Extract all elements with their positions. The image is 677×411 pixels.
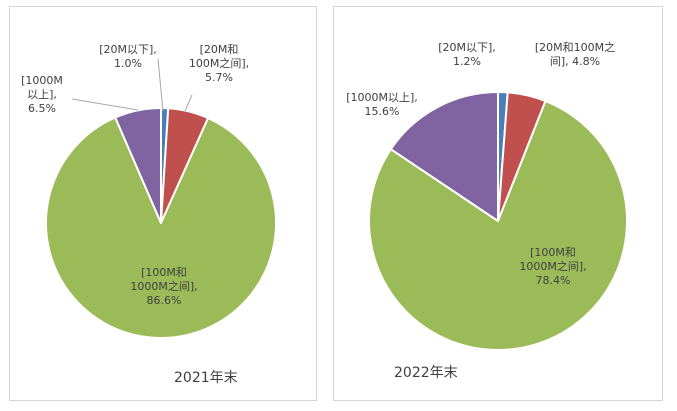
data-label-2022-2: [100M和 1000M之间], 78.4% — [519, 246, 586, 287]
leader-line-2021-3 — [71, 98, 139, 111]
leader-line-2021-1 — [184, 94, 193, 112]
data-label-2021-0: [20M以下], 1.0% — [99, 43, 157, 70]
leader-line-2021-0 — [157, 58, 164, 112]
data-label-2022-1: [20M和100M之间], 4.8% — [535, 40, 615, 68]
data-label-2022-0: [20M以下], 1.2% — [438, 41, 496, 68]
pie-slice-2022-2 — [368, 100, 628, 351]
chart-title-2021: 2021年末 — [174, 370, 238, 386]
pie-slice-2021-2 — [45, 116, 277, 339]
pie-chart-2022: [20M以下], 1.2% [20M和100M之间], 4.8% [100M和 1000… — [346, 40, 628, 381]
data-label-2021-2: [100M和 1000M之间], 86.6% — [130, 266, 197, 307]
chart-panel-2021: [20M以下], 1.0% [20M和 100M之间], 5.7% [100M和 1000M… — [9, 6, 317, 401]
data-label-2021-1: [20M和 100M之间], 5.7% — [189, 43, 249, 84]
pie-slice-2022-3 — [389, 91, 499, 222]
data-label-2021-3: [1000M 以上], 6.5% — [21, 74, 63, 115]
chart-panel-2022: [20M以下], 1.2% [20M和100M之间], 4.8% [100M和 1000… — [333, 6, 663, 401]
pie-chart-2021: [20M以下], 1.0% [20M和 100M之间], 5.7% [100M和 1000M… — [21, 43, 277, 386]
data-label-2022-3: [1000M以上], 15.6% — [346, 91, 418, 118]
chart-title-2022: 2022年末 — [394, 365, 458, 381]
